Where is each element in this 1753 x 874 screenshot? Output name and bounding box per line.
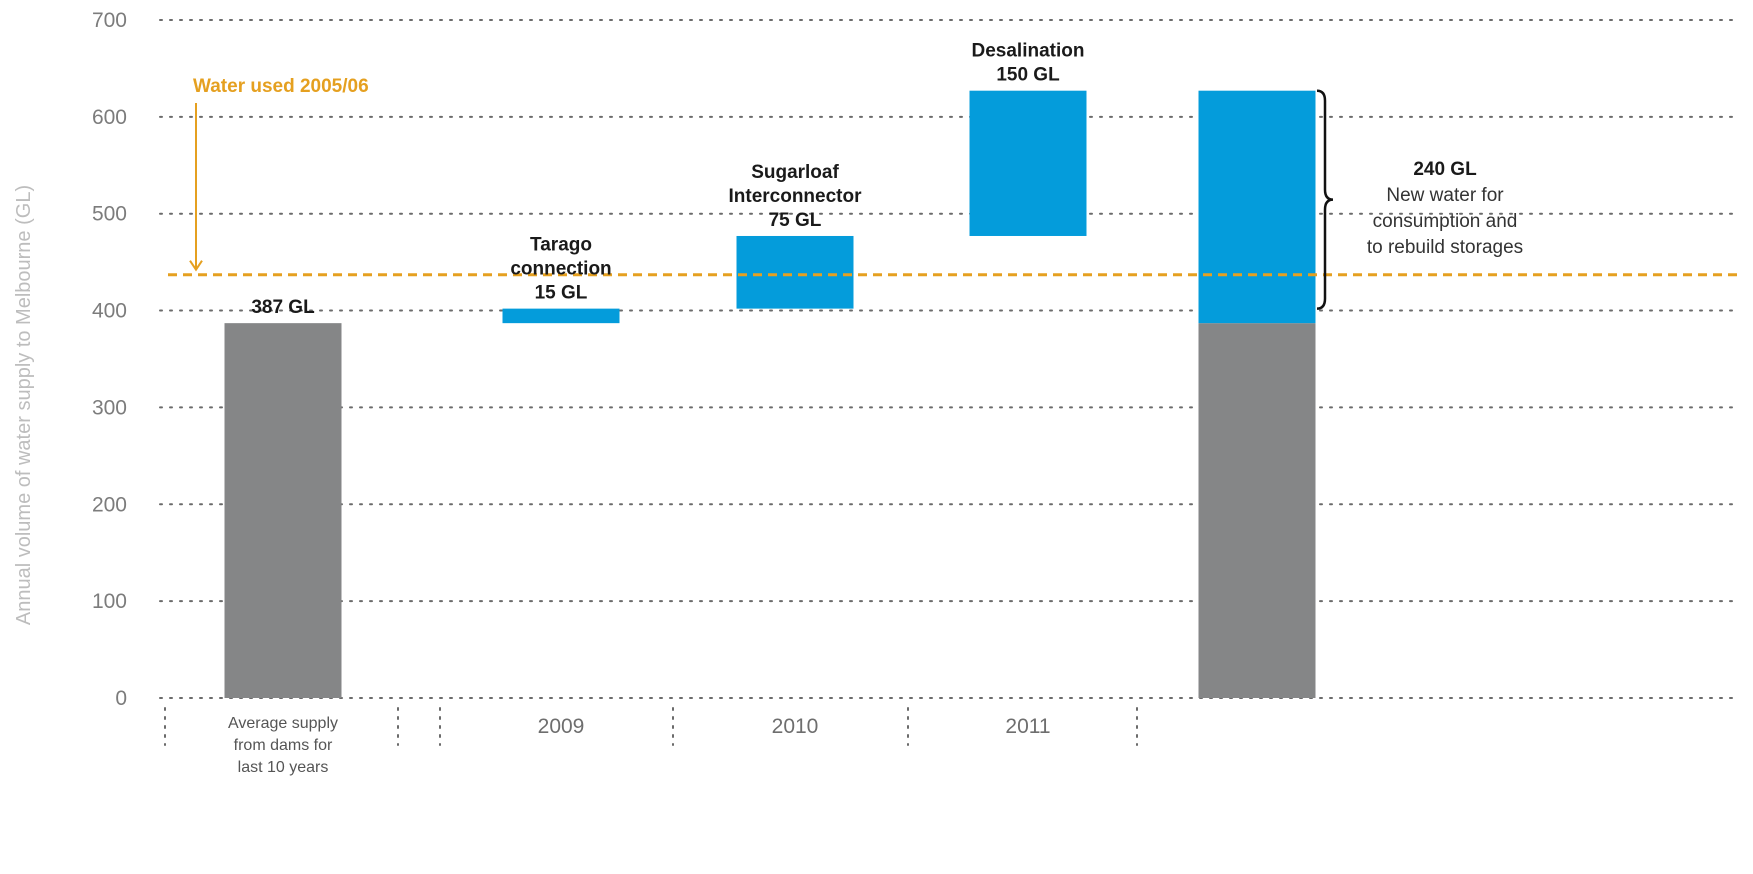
x-label-2009: 2009	[538, 715, 585, 738]
bar-label-2011-1: 150 GL	[996, 65, 1060, 86]
reference-line-group: Water used 2005/06	[168, 76, 1740, 277]
x-label-avg-0: Average supply	[228, 715, 338, 732]
annotation-line-1: consumption and	[1373, 211, 1518, 232]
bar-label-2010-1: Interconnector	[728, 186, 862, 207]
bar-total-5	[1198, 90, 1316, 324]
y-axis-label: Annual volume of water supply to Melbour…	[13, 185, 35, 625]
x-label-avg-2: last 10 years	[238, 759, 329, 776]
x-label-avg-1: from dams for	[234, 737, 333, 754]
y-tick-300: 300	[92, 396, 127, 419]
bar-2009-1	[502, 308, 620, 324]
annotation-line-2: to rebuild storages	[1367, 237, 1523, 258]
y-tick-700: 700	[92, 9, 127, 32]
bar-label-2009-1: connection	[510, 259, 611, 280]
y-tick-200: 200	[92, 493, 127, 516]
x-axis: Average supply from dams for last 10 years…	[164, 707, 1138, 776]
y-axis-ticks: 0 100 200 300 400 500 600 700	[92, 9, 127, 710]
reference-arrow-head	[189, 260, 203, 272]
y-tick-400: 400	[92, 300, 127, 323]
bar-label-2010-2: 75 GL	[769, 210, 822, 231]
reference-label: Water used 2005/06	[193, 76, 369, 97]
bar-label-2009-0: Tarago	[530, 235, 592, 256]
x-label-2010: 2010	[772, 715, 819, 738]
bar-label-2009-2: 15 GL	[535, 283, 588, 304]
bar-avg-0	[224, 323, 342, 698]
bar-label-avg-0: 387 GL	[251, 297, 315, 318]
bar-labels: 387 GL Tarago connection 15 GL Sugarloaf Inte…	[251, 41, 1084, 318]
y-tick-0: 0	[115, 687, 127, 710]
bar-2010-2	[736, 235, 854, 309]
bar-2011-3	[969, 90, 1087, 236]
bars	[224, 90, 1316, 698]
annotation-title: 240 GL	[1413, 159, 1477, 180]
y-tick-100: 100	[92, 590, 127, 613]
x-label-2011: 2011	[1005, 715, 1050, 738]
bar-total-4	[1198, 323, 1316, 698]
grid-lines	[159, 18, 1741, 699]
y-tick-600: 600	[92, 106, 127, 129]
annotation-group: 240 GL New water for consumption and to reb…	[1316, 89, 1523, 310]
annotation-brace	[1316, 89, 1334, 310]
annotation-line-0: New water for	[1386, 185, 1504, 206]
bar-label-2010-0: Sugarloaf	[751, 162, 839, 183]
bar-label-2011-0: Desalination	[972, 41, 1085, 62]
y-tick-500: 500	[92, 203, 127, 226]
